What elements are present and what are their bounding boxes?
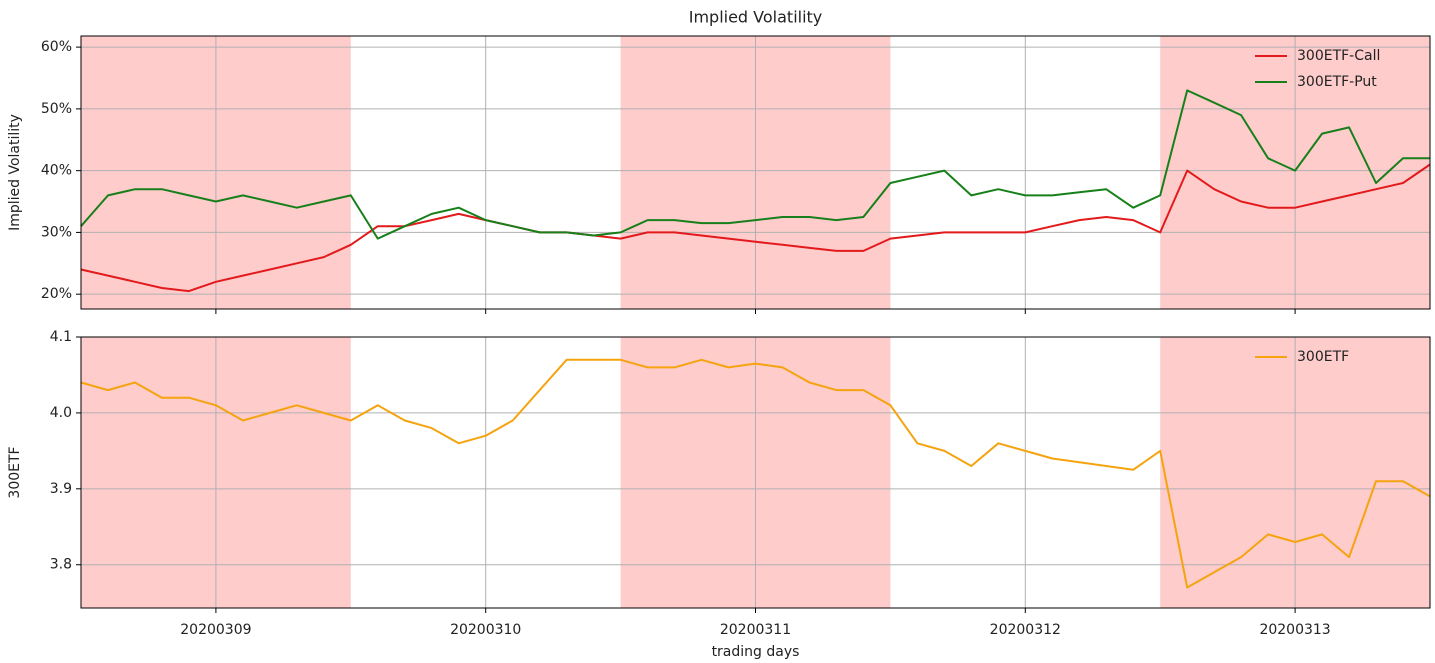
y-tick-label: 50% [41, 101, 72, 117]
x-tick-label: 20200312 [990, 622, 1061, 638]
y-axis-label: 300ETF [7, 446, 23, 498]
y-tick-label: 30% [41, 224, 72, 240]
y-tick-label: 3.8 [50, 557, 72, 573]
y-tick-label: 40% [41, 163, 72, 179]
x-tick-label: 20200310 [450, 622, 521, 638]
axes-frame [80, 35, 1431, 310]
y-axis-label: Implied Volatility [7, 114, 23, 231]
legend-label: 300ETF-Call [1297, 48, 1380, 64]
y-tick-label: 4.0 [50, 405, 72, 421]
x-tick-label: 20200309 [180, 622, 251, 638]
x-axis-label: trading days [712, 644, 800, 660]
series-line [80, 89, 1430, 240]
series-line [80, 358, 1431, 589]
y-tick-label: 60% [41, 39, 72, 55]
x-tick-label: 20200313 [1259, 622, 1330, 638]
x-tick-label: 20200311 [720, 622, 791, 638]
y-tick-label: 3.9 [50, 481, 72, 497]
y-tick-label: 20% [41, 286, 72, 302]
axes-frame [80, 336, 1431, 609]
y-tick-label: 4.1 [50, 329, 72, 345]
legend-label: 300ETF [1297, 349, 1349, 365]
chart-title: Implied Volatility [689, 8, 823, 27]
legend-label: 300ETF-Put [1297, 74, 1377, 90]
series-line [80, 163, 1431, 293]
